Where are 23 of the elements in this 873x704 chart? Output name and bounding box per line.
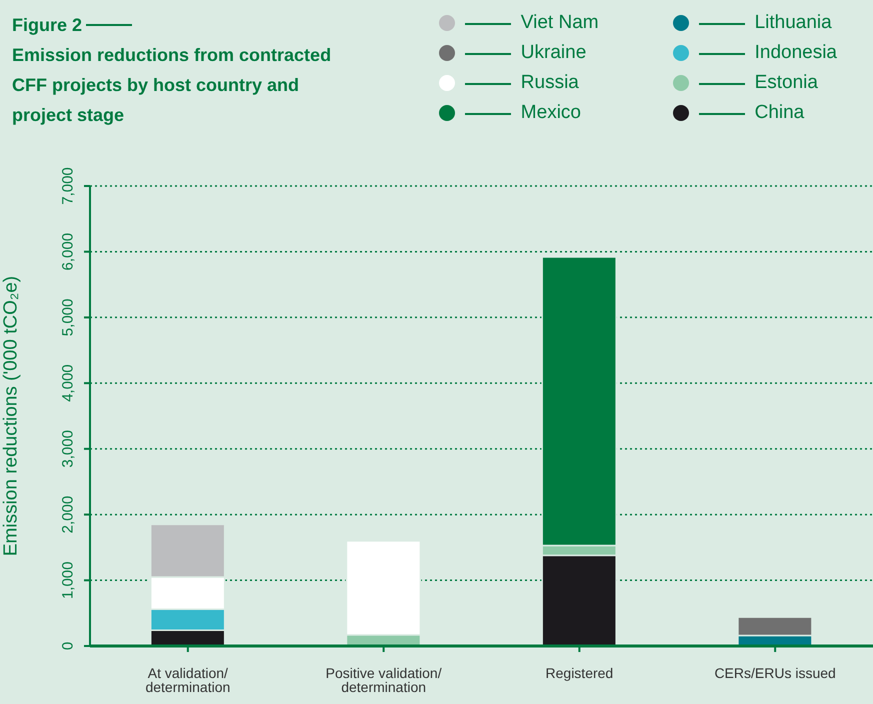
text: Lithuania — [698, 12, 832, 34]
x-tick-label: Registered — [546, 664, 614, 681]
y-tick-label: 4,000 — [60, 364, 76, 402]
y-tick-label: 5,000 — [60, 298, 76, 336]
y-tick-label: 1,000 — [60, 562, 76, 600]
text: Ukraine — [464, 42, 586, 64]
chart-subtitle: Emission reductions from contracted CFF projects by host country and project stage — [12, 44, 332, 127]
text: Mexico — [464, 102, 581, 124]
y-tick-label: 2,000 — [60, 496, 76, 534]
text: Indonesia — [698, 42, 837, 64]
text: China — [698, 102, 804, 124]
y-tick-label: 6,000 — [60, 232, 76, 270]
y-axis-title: Emission reductions ('000 tCO₂e) — [0, 276, 22, 556]
y-tick-label: 3,000 — [60, 430, 76, 468]
text: Estonia — [698, 72, 818, 94]
y-tick-label: 7,000 — [60, 167, 76, 205]
chart-title: Figure 2 — [12, 14, 82, 37]
y-tick-label: 0 — [60, 642, 76, 650]
text: Viet Nam — [464, 12, 599, 34]
x-tick-label: CERs/ERUs issued — [714, 664, 836, 681]
x-tick-label: At validation/ determination — [145, 664, 230, 695]
text: Russia — [464, 72, 579, 94]
x-tick-label: Positive validation/ determination — [326, 664, 442, 695]
